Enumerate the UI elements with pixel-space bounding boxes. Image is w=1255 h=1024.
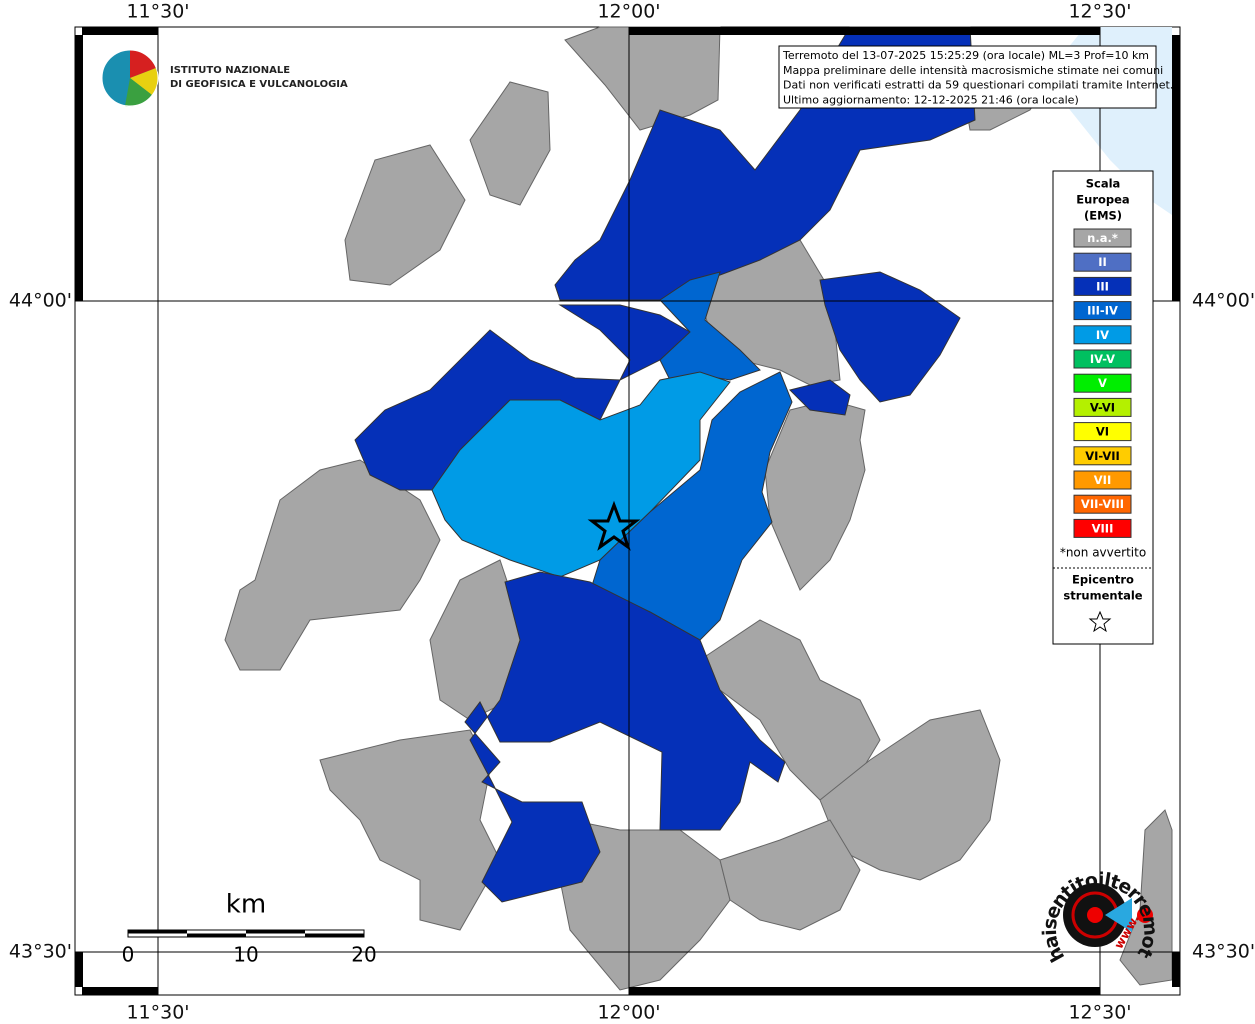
legend-label: IV — [1096, 328, 1109, 342]
legend-swatch — [1073, 228, 1132, 248]
info-box — [778, 45, 1157, 109]
legend-label: III-IV — [1087, 304, 1118, 318]
info-line: Ultimo aggiornamento: 12-12-2025 21:46 (… — [783, 93, 1079, 106]
lon-label: 12°00' — [597, 1, 660, 23]
legend-swatch — [1073, 397, 1132, 417]
legend-label: V — [1098, 376, 1107, 390]
legend-epicenter: strumentale — [1063, 589, 1142, 603]
legend-label: VII-VIII — [1081, 497, 1124, 511]
scale-bar — [127, 929, 365, 938]
ingv-logo: ISTITUTO NAZIONALE DI GEOFISICA E VULCAN… — [101, 49, 348, 107]
lon-label: 12°00' — [597, 1002, 660, 1024]
lat-label: 43°30' — [9, 941, 72, 963]
map-border — [75, 27, 1180, 995]
lat-label: 44°00' — [1192, 290, 1255, 312]
scale-tick-label: 0 — [122, 943, 135, 967]
scale-tick-label: 20 — [351, 943, 376, 967]
legend-label: VI-VII — [1085, 449, 1120, 463]
legend-note: *non avvertito — [1060, 546, 1146, 560]
scale-unit: km — [226, 890, 266, 920]
legend-label: VIII — [1092, 521, 1114, 535]
legend-label: III — [1096, 279, 1109, 293]
legend-label: n.a.* — [1087, 231, 1118, 245]
lon-label: 11°30' — [126, 1002, 189, 1024]
legend-label: VII — [1094, 473, 1111, 487]
legend-title: Scala — [1086, 177, 1121, 191]
lon-label: 12°30' — [1068, 1002, 1131, 1024]
legend-swatch — [1073, 422, 1132, 442]
lon-label: 11°30' — [126, 1, 189, 23]
legend-swatch — [1073, 518, 1132, 538]
legend-swatch — [1073, 446, 1132, 466]
legend-label: IV-V — [1090, 352, 1115, 366]
legend-swatch — [1073, 252, 1132, 272]
logo-text: ISTITUTO NAZIONALE — [170, 65, 290, 76]
legend-swatch — [1073, 494, 1132, 514]
lat-label: 44°00' — [9, 290, 72, 312]
legend-label: V-VI — [1090, 400, 1115, 414]
lon-label: 12°30' — [1068, 1, 1131, 23]
legend-epicenter: Epicentro — [1072, 573, 1134, 587]
lat-label: 43°30' — [1192, 941, 1255, 963]
legend-swatch — [1073, 470, 1132, 490]
legend-title: Europea — [1076, 193, 1129, 207]
logo-text: DI GEOFISICA E VULCANOLOGIA — [170, 79, 348, 90]
legend-star — [1088, 610, 1112, 633]
info-line: Mappa preliminare delle intensità macros… — [783, 64, 1163, 77]
epicenter-star — [587, 500, 641, 551]
legend-swatch — [1073, 276, 1132, 296]
legend-swatch — [1073, 301, 1132, 321]
legend-label: II — [1098, 255, 1107, 269]
legend-swatch — [1073, 373, 1132, 393]
legend-swatch — [1073, 325, 1132, 345]
info-line: Dati non verificati estratti da 59 quest… — [783, 79, 1173, 92]
legend-swatch — [1073, 349, 1132, 369]
info-line: Terremoto del 13-07-2025 15:25:29 (ora l… — [782, 49, 1149, 62]
scale-tick-label: 10 — [233, 943, 258, 967]
legend-title: (EMS) — [1084, 209, 1122, 223]
legend-label: VI — [1096, 425, 1109, 439]
